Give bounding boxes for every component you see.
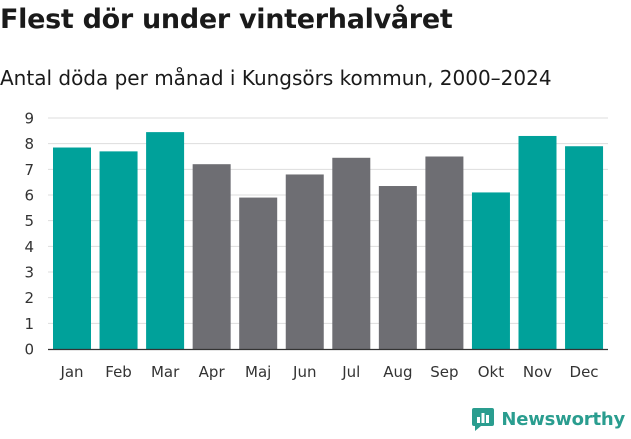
bar-jan bbox=[53, 147, 91, 349]
chart-title: Flest dör under vinterhalvåret bbox=[0, 4, 453, 35]
y-tick-label: 6 bbox=[24, 187, 34, 205]
y-tick-label: 3 bbox=[24, 264, 34, 282]
y-tick-label: 4 bbox=[24, 238, 34, 256]
x-tick-label: Feb bbox=[105, 363, 132, 381]
bar-okt bbox=[471, 192, 510, 349]
bar-maj bbox=[239, 197, 278, 349]
x-tick-label: Jan bbox=[59, 363, 83, 381]
newsworthy-logo: Newsworthy bbox=[470, 406, 625, 432]
bar-chart: 0 1 2 3 4 5 6 7 8 9 Jan Feb Mar Apr Maj Jun Jul Aug Sep Ok… bbox=[24, 110, 608, 381]
x-tick-label: Jun bbox=[292, 363, 316, 381]
newsworthy-logo-icon bbox=[472, 408, 495, 431]
chart-subtitle: Antal döda per månad i Kungsörs kommun, … bbox=[0, 66, 552, 90]
y-tick-label: 1 bbox=[24, 315, 34, 333]
x-tick-label: Dec bbox=[570, 363, 599, 381]
x-tick-label: Jul bbox=[341, 363, 360, 381]
x-tick-label: Nov bbox=[523, 363, 552, 381]
x-tick-label: Okt bbox=[478, 363, 504, 381]
bar-sep bbox=[425, 156, 464, 349]
bar-mar bbox=[146, 132, 185, 349]
x-tick-label: Sep bbox=[430, 363, 458, 381]
x-tick-label: Aug bbox=[383, 363, 412, 381]
y-axis-ticks: 0 1 2 3 4 5 6 7 8 9 bbox=[24, 110, 34, 359]
x-tick-label: Mar bbox=[151, 363, 180, 381]
bar-aug bbox=[378, 186, 417, 349]
x-tick-label: Apr bbox=[199, 363, 226, 381]
bar-jul bbox=[332, 157, 371, 349]
gridlines bbox=[48, 117, 608, 324]
y-tick-label: 5 bbox=[24, 212, 34, 230]
bar-apr bbox=[192, 164, 231, 349]
bars bbox=[53, 132, 604, 349]
x-axis-ticks: Jan Feb Mar Apr Maj Jun Jul Aug Sep Okt Nov Dec bbox=[59, 363, 598, 381]
y-tick-label: 2 bbox=[24, 289, 34, 307]
bar-jun bbox=[285, 174, 324, 349]
y-tick-label: 0 bbox=[24, 341, 34, 359]
y-tick-label: 8 bbox=[24, 135, 34, 153]
newsworthy-logo-text: Newsworthy bbox=[501, 408, 625, 430]
bar-dec bbox=[565, 146, 604, 349]
bar-feb bbox=[99, 151, 138, 349]
y-tick-label: 7 bbox=[24, 161, 34, 179]
y-tick-label: 9 bbox=[24, 110, 34, 128]
x-tick-label: Maj bbox=[245, 363, 271, 381]
bar-nov bbox=[518, 135, 557, 349]
